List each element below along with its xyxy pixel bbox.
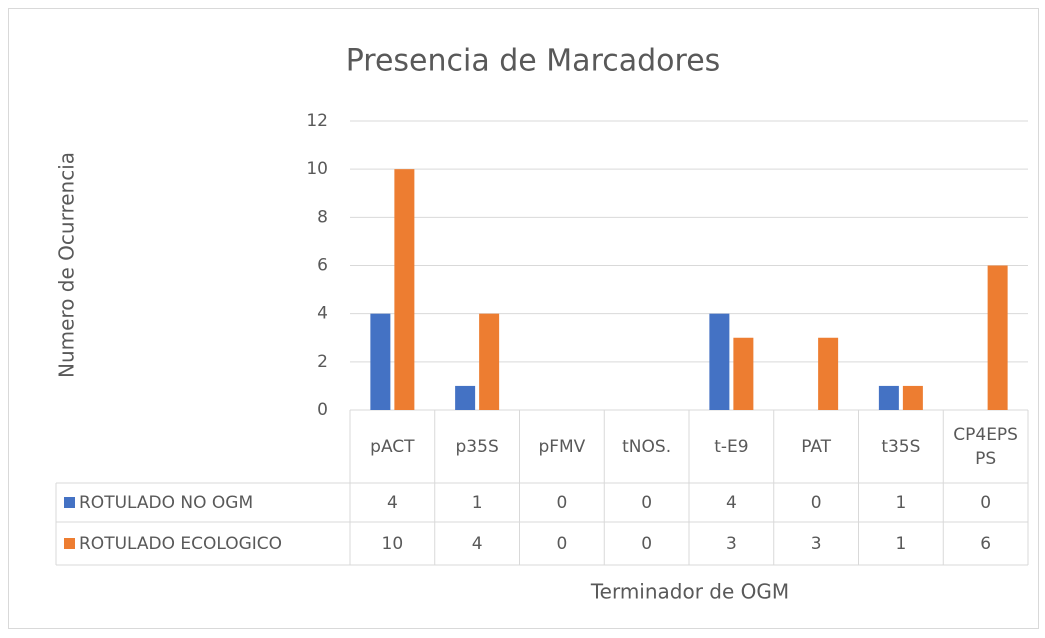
category-label: t35S xyxy=(881,436,921,457)
bar xyxy=(733,337,754,410)
table-value: 0 xyxy=(556,533,568,554)
bar xyxy=(709,313,730,410)
table-value: 0 xyxy=(810,492,822,513)
bar xyxy=(878,385,899,410)
y-tick-label: 4 xyxy=(317,304,328,324)
chart-border xyxy=(8,8,1039,629)
table-value: 0 xyxy=(641,492,653,513)
table-value: 4 xyxy=(386,492,398,513)
category-label: p35S xyxy=(455,436,499,457)
category-label: tNOS. xyxy=(622,436,672,457)
legend-entry: ROTULADO ECOLOGICO xyxy=(56,522,350,565)
bar xyxy=(987,265,1008,410)
legend-key xyxy=(64,497,75,508)
category-label: t-E9 xyxy=(714,436,749,457)
chart-title: Presencia de Marcadores xyxy=(346,44,721,79)
x-axis-label: Terminador de OGM xyxy=(590,580,789,604)
category-label: PAT xyxy=(801,436,832,457)
table-value: 4 xyxy=(725,492,737,513)
table-value: 4 xyxy=(471,533,483,554)
table-value: 1 xyxy=(471,492,483,513)
y-axis-label: Numero de Ocurrencia xyxy=(55,152,79,378)
table-value: 0 xyxy=(980,492,992,513)
y-tick-label: 6 xyxy=(317,256,328,276)
table-value: 1 xyxy=(895,533,907,554)
legend-key xyxy=(64,538,75,549)
table-value: 6 xyxy=(980,533,992,554)
bar xyxy=(902,385,923,410)
category-label: pACT xyxy=(370,436,415,457)
y-tick-label: 10 xyxy=(306,159,328,179)
bar xyxy=(818,337,839,410)
table-value: 0 xyxy=(641,533,653,554)
table-value: 0 xyxy=(556,492,568,513)
category-label: pFMV xyxy=(538,436,586,457)
bar xyxy=(394,169,415,410)
legend-label: ROTULADO ECOLOGICO xyxy=(79,533,283,554)
bar xyxy=(455,385,476,410)
legend-label: ROTULADO NO OGM xyxy=(79,492,254,513)
table-value: 1 xyxy=(895,492,907,513)
table-value: 10 xyxy=(381,533,404,554)
y-tick-label: 12 xyxy=(306,111,328,131)
table-value: 3 xyxy=(725,533,737,554)
legend-entry: ROTULADO NO OGM xyxy=(56,483,350,522)
table-value: 3 xyxy=(810,533,822,554)
bar xyxy=(479,313,500,410)
y-tick-label: 0 xyxy=(317,400,328,420)
y-tick-label: 2 xyxy=(317,352,328,372)
y-tick-label: 8 xyxy=(317,207,328,227)
bar xyxy=(370,313,391,410)
category-label: CP4EPSPS xyxy=(953,424,1018,469)
